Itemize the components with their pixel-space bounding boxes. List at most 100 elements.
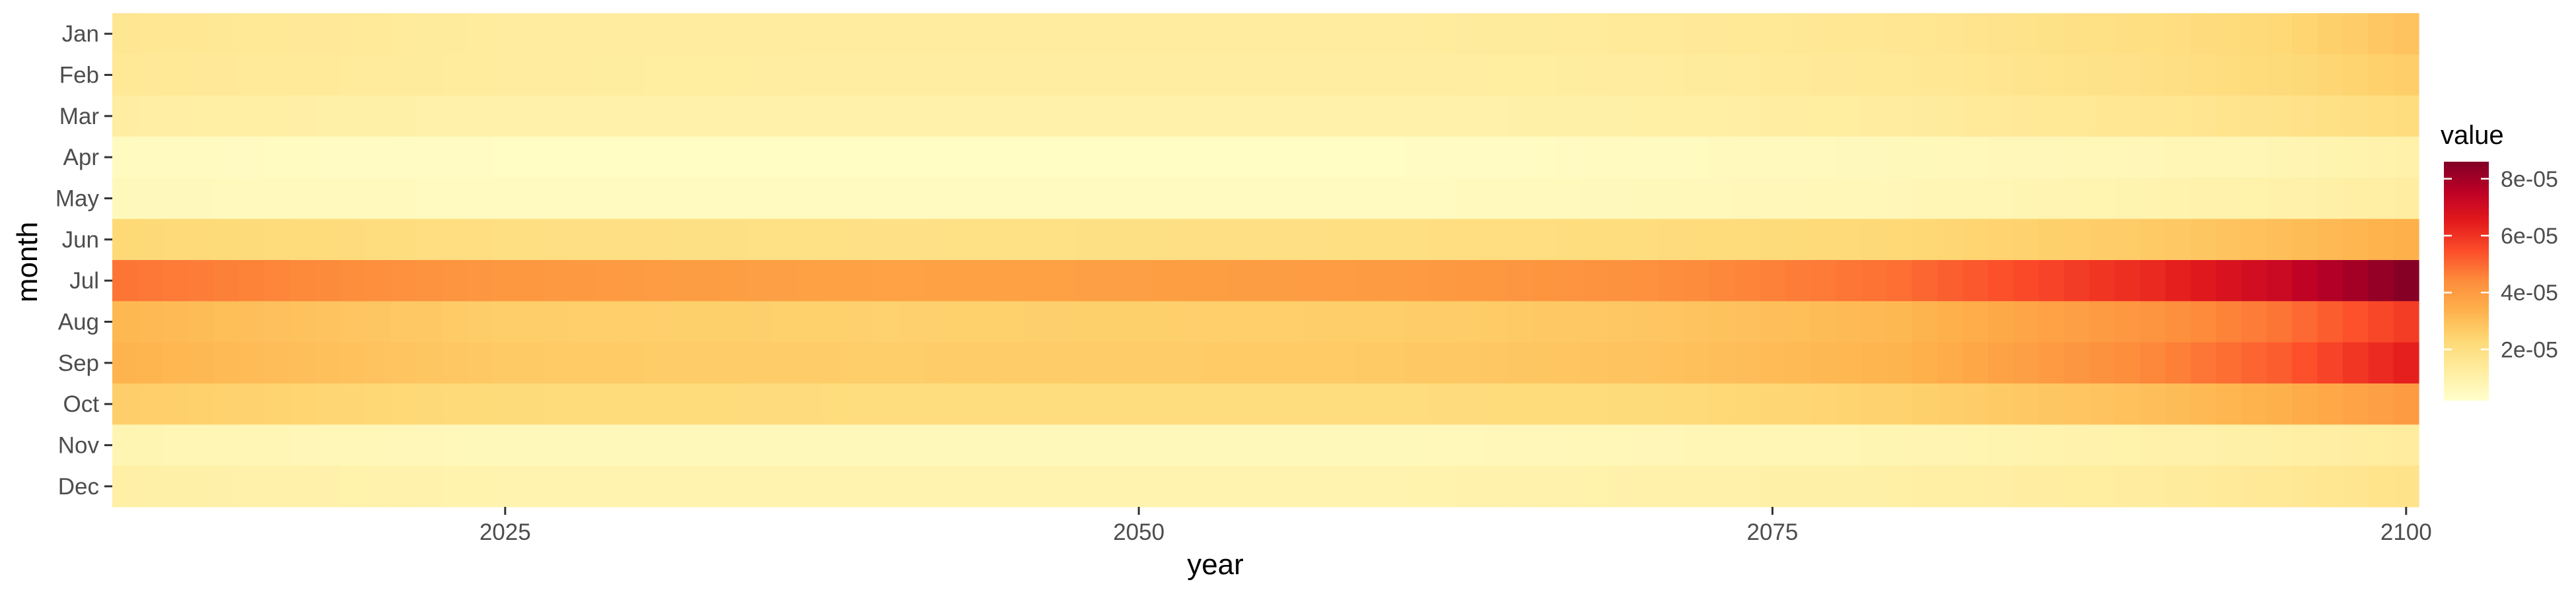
heatmap-cell — [1176, 383, 1203, 425]
heatmap-cell — [492, 301, 519, 343]
heatmap-cell — [873, 54, 899, 96]
heatmap-cell — [1785, 465, 1811, 508]
heatmap-cell — [1937, 178, 1963, 220]
heatmap-cell — [1024, 301, 1051, 343]
heatmap-cell — [948, 218, 975, 261]
heatmap-cell — [1886, 13, 1913, 55]
heatmap-cell — [441, 383, 468, 425]
heatmap-cell — [1100, 95, 1127, 137]
heatmap-cell — [1557, 424, 1583, 467]
heatmap-cell — [1252, 260, 1279, 302]
heatmap-cell — [1861, 260, 1887, 302]
heatmap-cell — [162, 218, 189, 261]
heatmap-cell — [188, 424, 215, 467]
heatmap-cell — [2342, 383, 2369, 425]
heatmap-cell — [416, 260, 443, 302]
heatmap-cell — [1050, 95, 1076, 137]
heatmap-cell — [264, 95, 291, 137]
heatmap-cell — [1658, 465, 1684, 508]
heatmap-cell — [1633, 13, 1659, 55]
heatmap-cell — [1962, 342, 1989, 384]
heatmap-cell — [797, 383, 823, 425]
heatmap-cell — [2241, 424, 2268, 467]
heatmap-cell — [289, 95, 316, 137]
heatmap-cell — [1912, 342, 1938, 384]
heatmap-cell — [822, 95, 848, 137]
heatmap-cell — [1278, 13, 1305, 55]
heatmap-cell — [2393, 54, 2419, 96]
heatmap-cell — [1455, 54, 1482, 96]
heatmap-cell — [1202, 13, 1229, 55]
heatmap-cell — [543, 301, 569, 343]
heatmap-cell — [517, 137, 544, 178]
heatmap-cell — [264, 424, 291, 467]
heatmap-cell — [670, 95, 696, 137]
heatmap-cell — [1658, 383, 1684, 425]
heatmap-cell — [340, 260, 367, 302]
heatmap-cell — [162, 301, 189, 343]
heatmap-cell — [1227, 342, 1254, 384]
heatmap-cell — [594, 95, 620, 137]
heatmap-cell — [594, 301, 620, 343]
heatmap-cell — [314, 301, 341, 343]
heatmap-cell — [1810, 342, 1836, 384]
heatmap-cell — [238, 342, 265, 384]
heatmap-cell — [1481, 13, 1507, 55]
heatmap-cell — [644, 383, 670, 425]
heatmap-cell — [1557, 178, 1583, 220]
heatmap-cell — [1075, 218, 1102, 261]
heatmap-cell — [492, 178, 519, 220]
heatmap-cell — [2089, 54, 2116, 96]
heatmap-cell — [1050, 137, 1076, 178]
heatmap-cell — [1760, 13, 1786, 55]
heatmap-cell — [1151, 137, 1178, 178]
heatmap-cell — [2190, 178, 2217, 220]
heatmap-cell — [2063, 137, 2090, 178]
heatmap-cell — [162, 137, 189, 178]
heatmap-cell — [1126, 424, 1152, 467]
heatmap-cell — [213, 178, 240, 220]
heatmap-cell — [568, 54, 594, 96]
heatmap-cell — [594, 260, 620, 302]
heatmap-cell — [340, 465, 367, 508]
heatmap-cell — [1024, 424, 1051, 467]
heatmap-cell — [238, 260, 265, 302]
heatmap-cell — [1126, 218, 1152, 261]
heatmap-cell — [2317, 95, 2343, 137]
heatmap-cell — [1987, 424, 2014, 467]
heatmap-cell — [1785, 301, 1811, 343]
heatmap-cell — [568, 260, 594, 302]
heatmap-cell — [1557, 465, 1583, 508]
heatmap-cell — [1075, 54, 1102, 96]
heatmap-cell — [1937, 260, 1963, 302]
heatmap-cell — [1379, 383, 1406, 425]
heatmap-cell — [873, 342, 899, 384]
heatmap-cell — [2393, 178, 2419, 220]
heatmap-cell — [746, 95, 772, 137]
heatmap-cell — [1481, 95, 1507, 137]
heatmap-cell — [238, 95, 265, 137]
heatmap-cell — [416, 424, 443, 467]
heatmap-cell — [594, 137, 620, 178]
heatmap-cell — [797, 13, 823, 55]
heatmap-cell — [2013, 95, 2039, 137]
heatmap-cell — [797, 301, 823, 343]
heatmap-cell — [162, 424, 189, 467]
heatmap-cell — [873, 218, 899, 261]
heatmap-cell — [2038, 301, 2065, 343]
heatmap-cell — [1962, 424, 1989, 467]
heatmap-cell — [2368, 383, 2394, 425]
heatmap-cell — [1557, 383, 1583, 425]
heatmap-cell — [1810, 383, 1836, 425]
heatmap-cell — [1252, 301, 1279, 343]
heatmap-cell — [873, 383, 899, 425]
heatmap-cell — [923, 218, 949, 261]
heatmap-cell — [1126, 137, 1152, 178]
heatmap-cell — [999, 54, 1026, 96]
heatmap-cell — [644, 465, 670, 508]
heatmap-cell — [1684, 178, 1710, 220]
heatmap-cell — [289, 383, 316, 425]
heatmap-cell — [847, 218, 873, 261]
heatmap-cell — [568, 342, 594, 384]
heatmap-cell — [1760, 465, 1786, 508]
